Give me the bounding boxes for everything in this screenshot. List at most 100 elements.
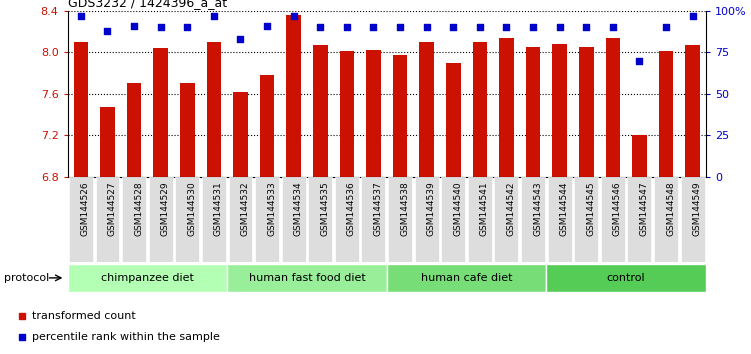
FancyBboxPatch shape [680, 177, 704, 262]
FancyBboxPatch shape [601, 177, 625, 262]
Text: GSM144546: GSM144546 [613, 181, 622, 236]
Point [155, 24, 167, 30]
Point [181, 24, 193, 30]
Point [660, 24, 672, 30]
Bar [419, 42, 434, 177]
Point [208, 13, 220, 18]
Bar [286, 15, 301, 177]
Text: GSM144534: GSM144534 [294, 181, 303, 236]
FancyBboxPatch shape [521, 177, 545, 262]
Text: GSM144542: GSM144542 [506, 181, 515, 236]
Text: GSM144526: GSM144526 [81, 181, 90, 236]
FancyBboxPatch shape [122, 177, 146, 262]
FancyBboxPatch shape [255, 177, 279, 262]
FancyBboxPatch shape [69, 177, 93, 262]
Bar [366, 50, 381, 177]
Text: GSM144543: GSM144543 [533, 181, 542, 236]
FancyBboxPatch shape [387, 263, 547, 292]
Text: GSM144541: GSM144541 [480, 181, 489, 236]
Text: chimpanzee diet: chimpanzee diet [101, 273, 194, 283]
Text: GSM144548: GSM144548 [666, 181, 675, 236]
FancyBboxPatch shape [575, 177, 599, 262]
Point [234, 36, 246, 42]
FancyBboxPatch shape [149, 177, 173, 262]
Point [527, 24, 539, 30]
Text: control: control [607, 273, 645, 283]
Text: GSM144537: GSM144537 [373, 181, 382, 236]
Bar [313, 45, 327, 177]
Bar [526, 47, 541, 177]
Point [607, 24, 619, 30]
Point [581, 24, 593, 30]
Bar [446, 63, 460, 177]
Text: GSM144549: GSM144549 [692, 181, 701, 236]
Point [448, 24, 460, 30]
Text: GSM144538: GSM144538 [400, 181, 409, 236]
Bar [233, 92, 248, 177]
Text: GSM144545: GSM144545 [587, 181, 596, 236]
Text: GSM144536: GSM144536 [347, 181, 356, 236]
Bar [180, 84, 195, 177]
Bar [100, 107, 115, 177]
FancyBboxPatch shape [654, 177, 678, 262]
Text: human fast food diet: human fast food diet [249, 273, 365, 283]
Bar [127, 84, 141, 177]
Point [367, 24, 379, 30]
Text: percentile rank within the sample: percentile rank within the sample [32, 332, 219, 342]
Text: GSM144533: GSM144533 [267, 181, 276, 236]
Text: GDS3232 / 1424396_a_at: GDS3232 / 1424396_a_at [68, 0, 227, 10]
Text: GSM144544: GSM144544 [559, 181, 569, 236]
Text: protocol: protocol [4, 273, 49, 283]
FancyBboxPatch shape [227, 263, 387, 292]
FancyBboxPatch shape [415, 177, 439, 262]
Point [314, 24, 326, 30]
Text: transformed count: transformed count [32, 311, 135, 321]
Point [421, 24, 433, 30]
Bar [605, 38, 620, 177]
Point [341, 24, 353, 30]
Bar [686, 45, 700, 177]
FancyBboxPatch shape [228, 177, 252, 262]
Bar [339, 51, 354, 177]
Text: GSM144527: GSM144527 [107, 181, 116, 236]
FancyBboxPatch shape [68, 263, 227, 292]
Bar [579, 47, 593, 177]
Text: GSM144547: GSM144547 [639, 181, 648, 236]
FancyBboxPatch shape [95, 177, 119, 262]
FancyBboxPatch shape [309, 177, 332, 262]
Text: GSM144540: GSM144540 [454, 181, 463, 236]
Point [633, 58, 645, 63]
Bar [499, 38, 514, 177]
FancyBboxPatch shape [335, 177, 359, 262]
Bar [74, 42, 88, 177]
Text: GSM144528: GSM144528 [134, 181, 143, 236]
FancyBboxPatch shape [202, 177, 226, 262]
Point [686, 13, 698, 18]
Point [128, 23, 140, 28]
Bar [632, 135, 647, 177]
Bar [659, 51, 674, 177]
Bar [552, 44, 567, 177]
FancyBboxPatch shape [175, 177, 199, 262]
Bar [153, 48, 168, 177]
FancyBboxPatch shape [388, 177, 412, 262]
Text: GSM144535: GSM144535 [320, 181, 329, 236]
Point [101, 28, 113, 33]
Text: GSM144531: GSM144531 [214, 181, 223, 236]
Text: GSM144532: GSM144532 [240, 181, 249, 236]
FancyBboxPatch shape [494, 177, 518, 262]
Bar [393, 55, 407, 177]
Point [261, 23, 273, 28]
FancyBboxPatch shape [282, 177, 306, 262]
Text: GSM144539: GSM144539 [427, 181, 436, 236]
FancyBboxPatch shape [547, 263, 706, 292]
Point [553, 24, 566, 30]
Point [288, 13, 300, 18]
Bar [207, 42, 222, 177]
Text: GSM144529: GSM144529 [161, 181, 170, 236]
Point [394, 24, 406, 30]
FancyBboxPatch shape [468, 177, 492, 262]
FancyBboxPatch shape [547, 177, 572, 262]
Text: human cafe diet: human cafe diet [421, 273, 512, 283]
Bar [260, 75, 274, 177]
